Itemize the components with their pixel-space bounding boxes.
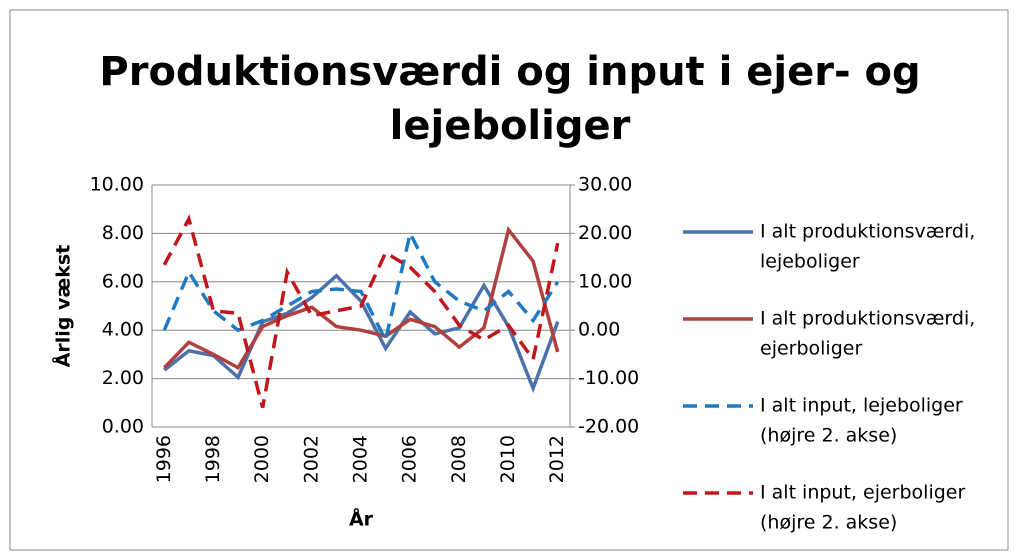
legend-label: I alt produktionsværdi,	[760, 221, 975, 243]
series-line	[163, 225, 560, 371]
chart-border	[9, 9, 1009, 551]
y-tick-label: 4.00	[102, 319, 144, 341]
legend-label: ejerboliger	[760, 338, 862, 360]
y-tick-label: 0.00	[102, 416, 144, 438]
y-tick-label: 2.00	[102, 367, 144, 389]
legend-label: lejeboliger	[760, 251, 860, 273]
legend-label: I alt input, ejerboliger	[760, 482, 965, 504]
series-line	[162, 214, 560, 409]
legend-label: I alt input, lejeboliger	[760, 395, 963, 417]
y-axis-label: Årlig vækst	[51, 245, 75, 368]
y2-tick-label: 0.00	[578, 319, 620, 341]
y2-tick-label: 30.00	[578, 174, 632, 196]
chart-title: Produktionsværdi og input i ejer- og	[99, 49, 920, 95]
x-tick-label: 2000	[251, 435, 273, 483]
chart-title: lejeboliger	[390, 103, 631, 149]
y2-tick-label: -10.00	[578, 367, 639, 389]
x-tick-label: 1998	[202, 435, 224, 483]
x-tick-label: 2002	[300, 435, 322, 483]
x-tick-label: 2012	[546, 435, 568, 483]
y2-tick-label: -20.00	[578, 416, 639, 438]
y2-tick-label: 20.00	[578, 222, 632, 244]
y-tick-label: 8.00	[102, 222, 144, 244]
y-tick-label: 6.00	[102, 270, 144, 292]
series-line	[162, 228, 560, 345]
x-tick-label: 2004	[350, 435, 372, 483]
x-axis-label: År	[349, 507, 374, 531]
x-tick-label: 2008	[448, 435, 470, 483]
legend-label: I alt produktionsværdi,	[760, 308, 975, 330]
x-tick-label: 2010	[497, 435, 519, 483]
y2-tick-label: 10.00	[578, 270, 632, 292]
y-tick-label: 10.00	[90, 174, 144, 196]
legend-label: (højre 2. akse)	[760, 425, 897, 447]
x-tick-label: 2006	[399, 435, 421, 483]
x-tick-label: 1996	[153, 435, 175, 483]
legend-label: (højre 2. akse)	[760, 512, 897, 534]
